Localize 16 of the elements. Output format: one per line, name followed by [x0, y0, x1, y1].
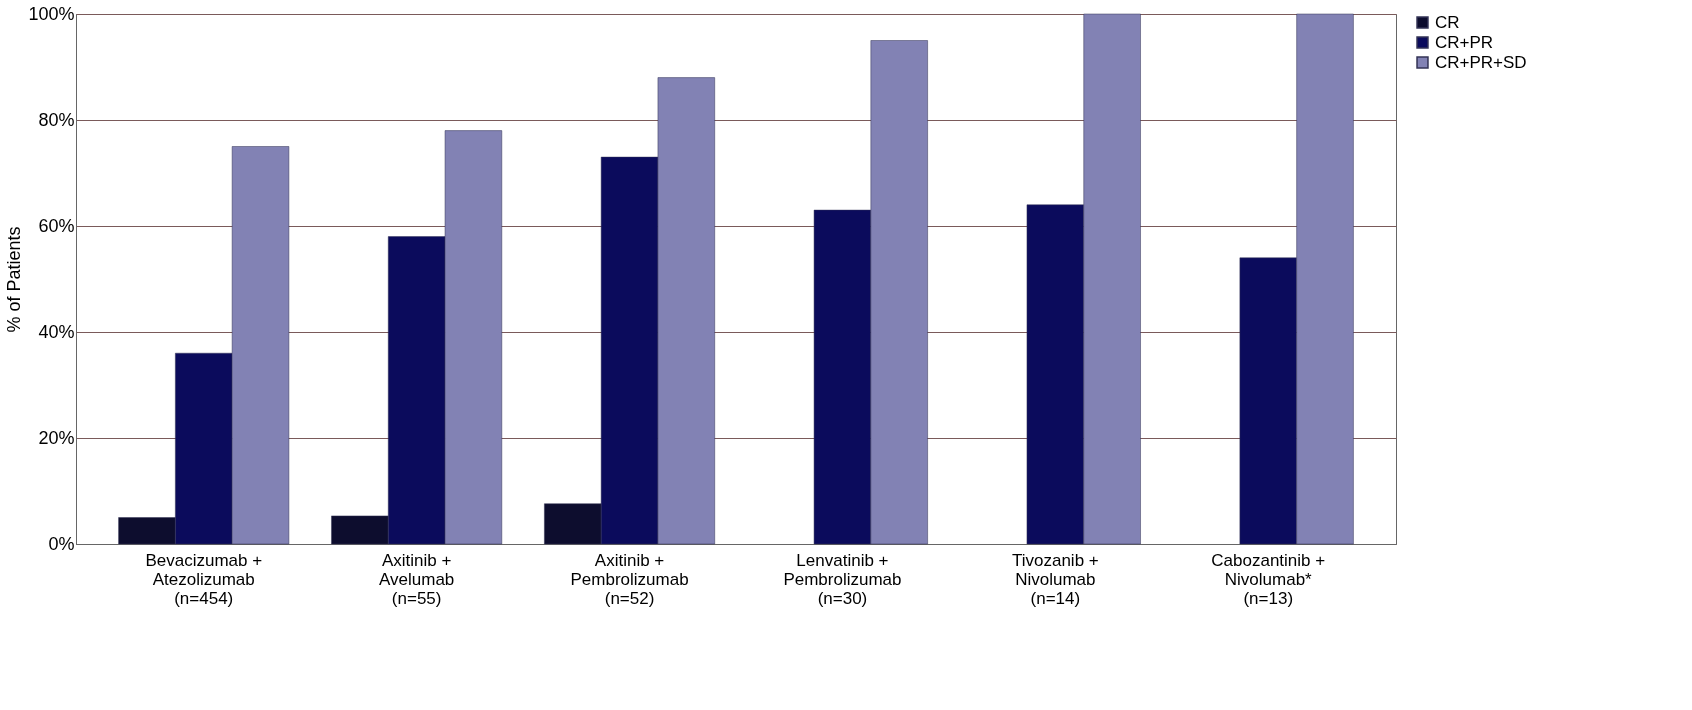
y-tick-label: 80%: [38, 109, 75, 130]
y-tick-label: 0%: [48, 533, 75, 554]
x-tick-label: Bevacizumab + Atezolizumab (n=454): [145, 550, 263, 608]
y-tick-label: 20%: [38, 427, 75, 448]
y-tick-label: 60%: [38, 215, 75, 236]
legend-label: CR+PR+SD: [1435, 52, 1527, 72]
legend-label: CR+PR: [1435, 32, 1494, 52]
y-tick-label: 40%: [38, 321, 75, 342]
legend-label: CR: [1435, 12, 1460, 32]
x-tick-label: Tivozanib + Nivolumab (n=14): [1011, 550, 1099, 608]
x-tick-label: Axitinib + Pembrolizumab (n=52): [570, 550, 689, 608]
y-axis-title: % of Patients: [4, 226, 25, 333]
x-tick-label: Cabozantinib + Nivolumab* (n=13): [1211, 550, 1326, 608]
y-tick-label: 100%: [28, 3, 75, 24]
x-tick-label: Axitinib + Avelumab (n=55): [379, 550, 455, 608]
x-tick-label: Lenvatinib + Pembrolizumab (n=30): [783, 550, 902, 608]
